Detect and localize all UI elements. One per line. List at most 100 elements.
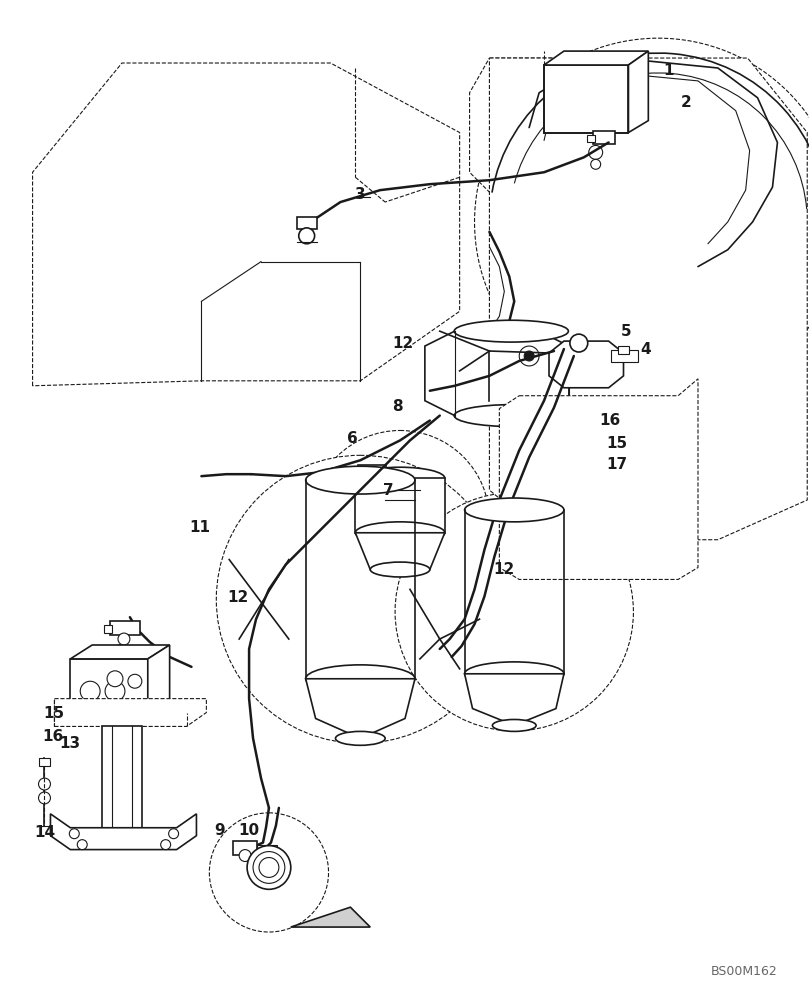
Ellipse shape bbox=[355, 467, 444, 489]
Ellipse shape bbox=[464, 498, 563, 522]
Bar bbox=[110, 621, 139, 635]
Polygon shape bbox=[548, 341, 623, 388]
Bar bbox=[348, 469, 358, 477]
Circle shape bbox=[569, 334, 587, 352]
Text: 8: 8 bbox=[391, 399, 402, 414]
Text: 12: 12 bbox=[392, 336, 413, 351]
Bar bbox=[355, 478, 444, 533]
Bar bbox=[104, 625, 112, 633]
Circle shape bbox=[395, 493, 633, 731]
Bar bbox=[539, 416, 637, 545]
Ellipse shape bbox=[335, 731, 384, 745]
Polygon shape bbox=[32, 63, 459, 386]
Circle shape bbox=[247, 846, 290, 889]
Text: 1: 1 bbox=[662, 63, 672, 78]
Text: 13: 13 bbox=[60, 736, 81, 751]
Text: 6: 6 bbox=[346, 431, 358, 446]
Circle shape bbox=[518, 346, 539, 366]
Text: 2: 2 bbox=[680, 95, 691, 110]
Circle shape bbox=[209, 813, 328, 932]
Text: 14: 14 bbox=[34, 825, 55, 840]
Ellipse shape bbox=[453, 320, 568, 342]
Circle shape bbox=[216, 455, 504, 743]
Polygon shape bbox=[148, 645, 169, 723]
Text: 3: 3 bbox=[354, 187, 365, 202]
Circle shape bbox=[77, 840, 87, 850]
Circle shape bbox=[128, 674, 142, 688]
Polygon shape bbox=[464, 674, 563, 725]
Ellipse shape bbox=[355, 522, 444, 544]
Circle shape bbox=[524, 351, 534, 361]
Text: 11: 11 bbox=[189, 520, 210, 535]
Circle shape bbox=[38, 792, 50, 804]
Polygon shape bbox=[71, 645, 169, 659]
Circle shape bbox=[474, 38, 811, 406]
Circle shape bbox=[259, 858, 278, 877]
Circle shape bbox=[38, 778, 50, 790]
Circle shape bbox=[354, 477, 370, 493]
Circle shape bbox=[169, 829, 178, 839]
Text: 12: 12 bbox=[493, 562, 514, 577]
Polygon shape bbox=[102, 726, 142, 828]
Text: 17: 17 bbox=[605, 457, 626, 472]
Text: 15: 15 bbox=[605, 436, 626, 451]
Circle shape bbox=[107, 671, 122, 687]
Polygon shape bbox=[424, 331, 569, 416]
Text: 7: 7 bbox=[382, 483, 393, 498]
Circle shape bbox=[112, 645, 128, 661]
Polygon shape bbox=[54, 699, 206, 726]
Ellipse shape bbox=[370, 562, 429, 577]
Ellipse shape bbox=[453, 405, 568, 427]
Bar bbox=[296, 217, 316, 229]
Polygon shape bbox=[543, 51, 647, 65]
Polygon shape bbox=[290, 907, 370, 927]
Text: 16: 16 bbox=[43, 729, 64, 744]
Ellipse shape bbox=[305, 466, 414, 494]
Circle shape bbox=[561, 438, 585, 462]
Polygon shape bbox=[469, 58, 677, 202]
Circle shape bbox=[311, 430, 489, 609]
Ellipse shape bbox=[491, 719, 535, 731]
Circle shape bbox=[118, 633, 130, 645]
Bar bbox=[586, 135, 594, 142]
Circle shape bbox=[161, 840, 170, 850]
Polygon shape bbox=[499, 379, 697, 579]
Text: 10: 10 bbox=[238, 823, 260, 838]
Ellipse shape bbox=[464, 662, 563, 686]
Text: 5: 5 bbox=[620, 324, 631, 339]
Bar bbox=[543, 65, 628, 133]
Text: BS00M162: BS00M162 bbox=[710, 965, 776, 978]
Circle shape bbox=[253, 852, 285, 883]
Text: 15: 15 bbox=[43, 706, 64, 721]
Bar bbox=[38, 758, 50, 766]
Circle shape bbox=[298, 228, 314, 244]
Polygon shape bbox=[355, 533, 444, 570]
Polygon shape bbox=[305, 679, 414, 738]
Bar bbox=[617, 346, 629, 354]
Bar bbox=[637, 515, 672, 529]
Polygon shape bbox=[628, 51, 647, 133]
Text: 12: 12 bbox=[227, 590, 248, 605]
Ellipse shape bbox=[305, 665, 414, 693]
Bar bbox=[358, 465, 386, 479]
Bar bbox=[71, 659, 148, 723]
Bar bbox=[233, 841, 257, 855]
Text: 16: 16 bbox=[599, 413, 620, 428]
Bar bbox=[667, 517, 680, 527]
Circle shape bbox=[80, 681, 100, 701]
Bar bbox=[667, 477, 680, 487]
Bar bbox=[257, 845, 277, 857]
Bar bbox=[610, 350, 637, 362]
Bar bbox=[637, 475, 672, 489]
Circle shape bbox=[369, 487, 387, 505]
Polygon shape bbox=[637, 398, 667, 545]
Bar bbox=[592, 131, 614, 144]
Circle shape bbox=[105, 681, 125, 701]
Polygon shape bbox=[489, 58, 806, 540]
Circle shape bbox=[69, 829, 79, 839]
Polygon shape bbox=[50, 814, 196, 850]
Circle shape bbox=[590, 159, 600, 169]
Circle shape bbox=[561, 493, 585, 517]
Circle shape bbox=[588, 145, 602, 159]
Text: 9: 9 bbox=[214, 823, 225, 838]
